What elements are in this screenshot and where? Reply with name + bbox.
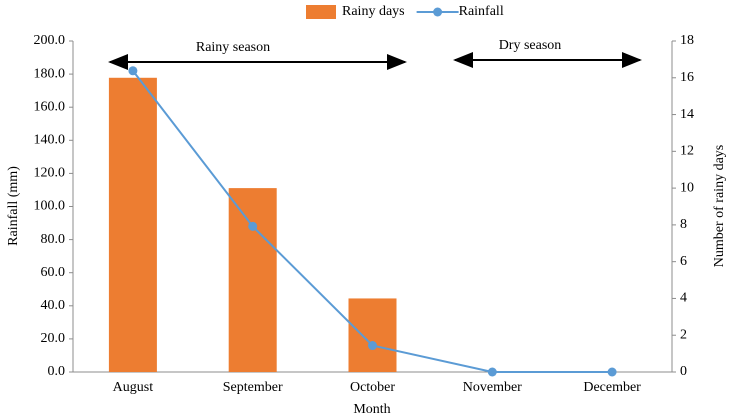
y-tick-label: 200.0 (34, 33, 66, 48)
y2-tick-label: 6 (680, 254, 687, 269)
y-tick-label: 0.0 (48, 364, 66, 379)
x-tick-label: August (113, 380, 154, 395)
legend-label: Rainfall (459, 4, 504, 19)
point (248, 221, 258, 231)
bar (228, 188, 277, 372)
y2-tick-label: 18 (680, 33, 694, 48)
x-tick-label: December (583, 380, 641, 395)
bar (108, 77, 157, 373)
x-tick-label: October (350, 380, 395, 395)
y-tick-label: 140.0 (34, 133, 66, 148)
y-tick-label: 80.0 (41, 232, 66, 247)
point (487, 367, 497, 377)
x-tick-label: September (223, 380, 283, 395)
legend-swatch (306, 5, 336, 19)
x-tick-label: November (463, 380, 522, 395)
y-tick-label: 160.0 (34, 99, 66, 114)
y2-tick-label: 16 (680, 70, 694, 85)
point (128, 66, 138, 76)
y-tick-label: 20.0 (41, 331, 66, 346)
y2-tick-label: 12 (680, 144, 694, 159)
y-tick-label: 180.0 (34, 66, 66, 81)
y-tick-label: 120.0 (34, 166, 66, 181)
y2-tick-label: 4 (680, 291, 687, 306)
y-tick-label: 60.0 (41, 265, 66, 280)
y-tick-label: 100.0 (34, 199, 66, 214)
legend-swatch (433, 7, 443, 17)
point (368, 341, 377, 351)
y2-tick-label: 2 (680, 327, 687, 342)
annotation: Dry season (499, 38, 562, 53)
bar (348, 298, 397, 372)
y2-tick-label: 8 (680, 217, 687, 232)
y-axis-label: Rainfall (mm) (6, 166, 21, 246)
annotation: Rainy season (196, 40, 270, 55)
y2-axis-label: Number of rainy days (712, 145, 727, 267)
legend-label: Rainy days (342, 4, 405, 19)
y2-tick-label: 10 (680, 180, 694, 195)
y2-tick-label: 0 (680, 364, 687, 379)
point (607, 367, 617, 377)
y-tick-label: 40.0 (41, 298, 66, 313)
y2-tick-label: 14 (680, 107, 694, 122)
x-axis-label: Month (353, 402, 390, 417)
